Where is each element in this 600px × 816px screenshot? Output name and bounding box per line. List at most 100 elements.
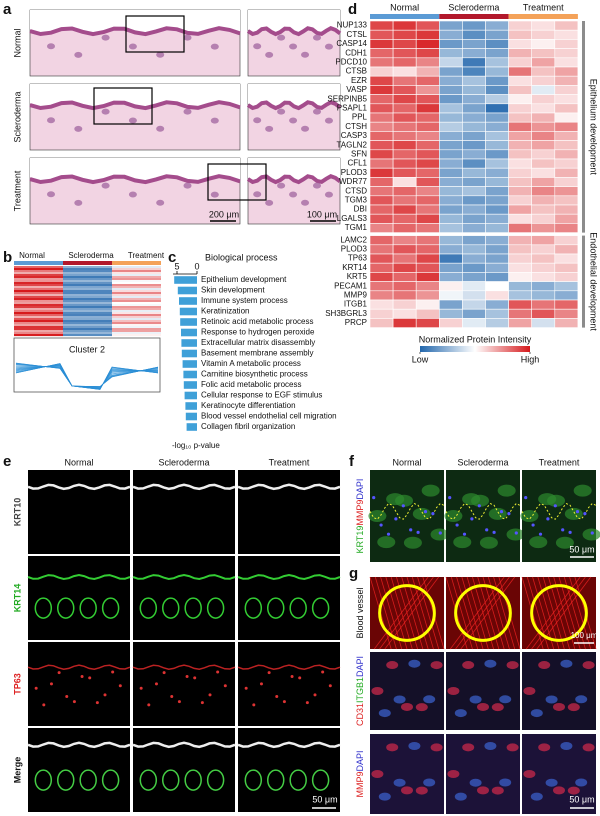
panel-letter: d	[348, 1, 357, 18]
signal	[553, 504, 557, 508]
signal	[252, 703, 256, 707]
row-label: Scleroderma	[12, 91, 22, 142]
heat-stripe	[112, 266, 161, 269]
row-label-part: CD31	[355, 703, 365, 726]
signal	[267, 671, 271, 675]
heat-stripe	[112, 276, 161, 279]
heat-stripe	[63, 310, 112, 313]
gland	[210, 191, 219, 198]
heat-stripe	[112, 328, 161, 331]
gland	[128, 117, 137, 124]
heat-cell	[392, 75, 417, 86]
image	[29, 83, 241, 151]
row-label: Treatment	[12, 170, 22, 211]
colorbar-tick-label: High	[521, 354, 540, 364]
gland	[289, 191, 298, 198]
signal	[200, 701, 204, 705]
heat-cell	[485, 272, 509, 282]
gland	[101, 34, 110, 41]
heat-stripe	[63, 276, 112, 279]
heat-cell	[415, 244, 440, 255]
heat-cell	[369, 308, 394, 319]
heat-stripe	[14, 274, 63, 277]
heat-cell	[508, 262, 533, 273]
heat-cell	[554, 244, 579, 255]
x-tick-label: 5	[174, 261, 179, 271]
heat-cell	[462, 204, 486, 215]
signal	[386, 661, 399, 670]
heat-cell	[485, 66, 509, 77]
row-label: EZR	[351, 76, 367, 85]
panel-letter: e	[3, 453, 11, 470]
category-label: Collagen fibril organization	[201, 422, 295, 431]
signal	[573, 484, 592, 497]
gland	[277, 108, 286, 115]
column-label: Normal	[19, 251, 45, 260]
category-label: Skin development	[201, 286, 265, 295]
row-label: DBI	[354, 205, 367, 214]
heat-cell	[415, 48, 440, 59]
heat-cell	[438, 140, 463, 151]
signal	[161, 769, 180, 791]
heat-cell	[415, 131, 440, 141]
signal	[266, 769, 285, 791]
signal	[538, 661, 551, 670]
heat-cell	[392, 149, 417, 160]
heat-cell	[392, 299, 417, 310]
signal	[80, 674, 84, 678]
signal	[472, 576, 494, 650]
chart-title: Biological process	[205, 252, 278, 262]
signal	[118, 684, 122, 688]
signal	[56, 597, 75, 619]
signal	[237, 483, 341, 491]
x-axis-label: -log₁₀ p-value	[172, 441, 220, 450]
signal	[401, 702, 413, 711]
signal	[564, 507, 583, 520]
bar	[179, 297, 197, 305]
heat-cell	[415, 39, 440, 49]
signal	[560, 742, 573, 751]
bar	[181, 349, 197, 358]
heat-cell	[392, 121, 417, 132]
signal	[453, 536, 472, 549]
heat-cell	[554, 290, 579, 301]
signal	[34, 597, 53, 619]
heat-cell	[531, 195, 556, 206]
heat-stripe	[112, 290, 161, 293]
signal	[237, 664, 341, 670]
row-label: ITGB1	[344, 300, 368, 309]
column-label: Normal	[64, 457, 93, 467]
heat-cell	[438, 75, 463, 86]
signal	[161, 597, 180, 619]
signal	[531, 523, 535, 527]
group-bar	[508, 14, 578, 19]
signal	[471, 494, 490, 507]
signal	[72, 700, 76, 704]
heat-cell	[392, 20, 417, 31]
heat-cell	[508, 223, 533, 233]
image-bg	[28, 642, 130, 726]
row-label: TP63	[348, 254, 368, 263]
heat-stripe	[63, 316, 112, 319]
gland	[313, 108, 321, 115]
heat-cell	[485, 29, 509, 40]
row-label: Normal	[12, 28, 22, 57]
heat-stripe	[14, 306, 63, 309]
signal	[311, 597, 330, 619]
heat-stripe	[14, 266, 63, 269]
heat-cell	[392, 39, 417, 49]
heat-cell	[415, 158, 440, 169]
signal	[529, 536, 548, 549]
heat-cell	[531, 121, 556, 132]
gland	[101, 108, 110, 115]
signal	[455, 576, 510, 650]
heat-cell	[438, 186, 463, 197]
heat-cell	[369, 85, 394, 95]
group-bar	[14, 261, 63, 265]
heat-cell	[438, 299, 463, 310]
heat-stripe	[112, 300, 161, 303]
heat-cell	[462, 57, 486, 68]
signal	[282, 700, 286, 704]
image	[132, 728, 236, 812]
heat-cell	[554, 149, 579, 160]
